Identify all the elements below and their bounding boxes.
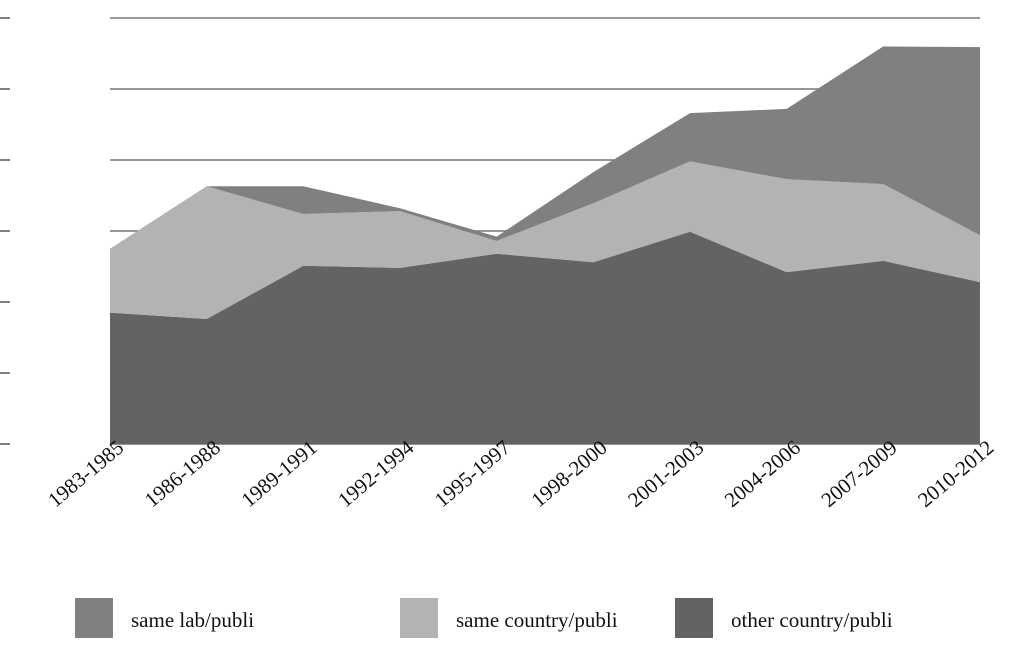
x-tick-label: 1983-1985	[43, 435, 128, 512]
legend-swatch	[400, 598, 438, 638]
legend-swatch	[75, 598, 113, 638]
x-tick-label: 1998-2000	[527, 435, 612, 512]
legend-swatch	[675, 598, 713, 638]
legend-label: other country/publi	[731, 608, 893, 632]
x-tick-label: 1989-1991	[237, 435, 322, 512]
x-tick-label: 1995-1997	[430, 435, 515, 512]
legend-label: same lab/publi	[131, 608, 254, 632]
area	[110, 161, 980, 320]
x-tick-label: 1992-1994	[333, 435, 419, 512]
x-tick-label: 2007-2009	[817, 435, 902, 512]
legend-label: same country/publi	[456, 608, 618, 632]
x-tick-label: 2004-2006	[720, 435, 805, 512]
x-tick-label: 2010-2012	[913, 435, 998, 512]
x-tick-label: 2001-2003	[623, 435, 708, 512]
area	[110, 231, 980, 444]
area	[110, 46, 980, 249]
x-tick-label: 1986-1988	[140, 435, 225, 512]
